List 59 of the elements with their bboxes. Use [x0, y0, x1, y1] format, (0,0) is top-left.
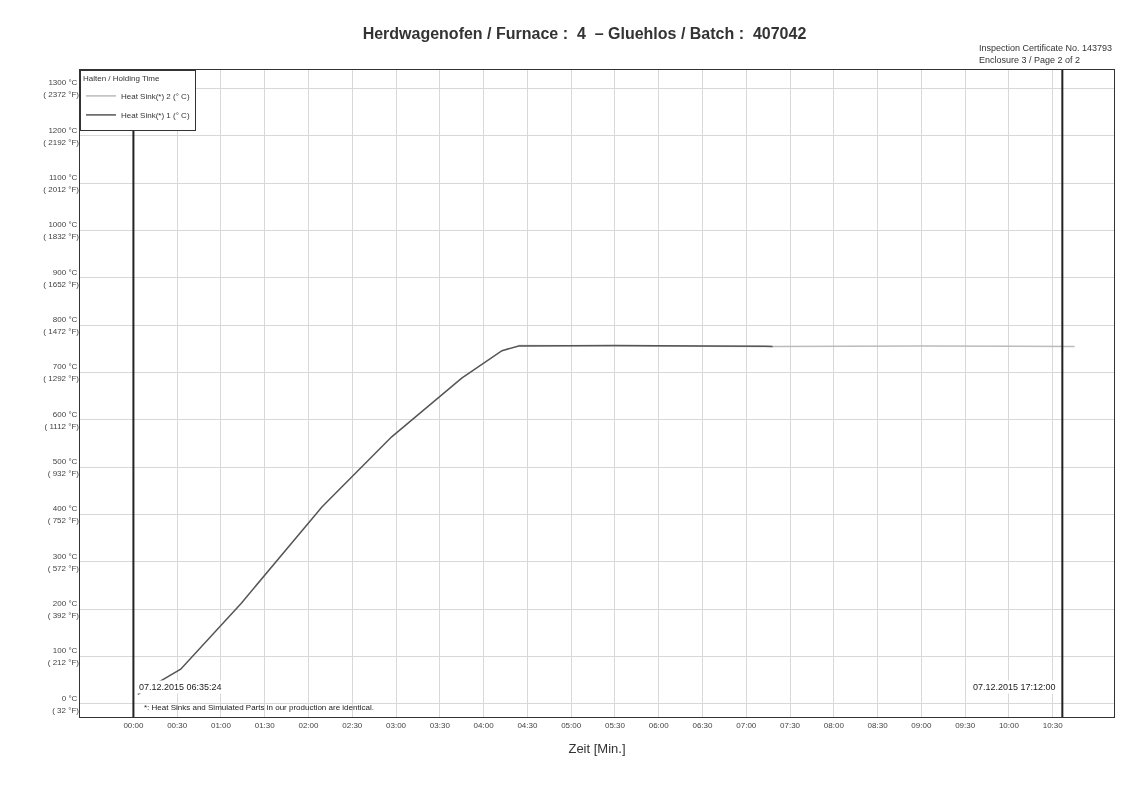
x-tick-label: 03:00: [386, 720, 407, 730]
y-tick-label: 400 °C: [52, 504, 78, 514]
x-tick-label: 03:30: [429, 720, 451, 730]
x-tick-label: 06:00: [648, 720, 670, 730]
y2-tick-label: ( 932 °F): [47, 468, 80, 478]
y2-tick-label: ( 212 °F): [47, 658, 80, 668]
annotation: 07.12.2015 06:35:24: [139, 682, 222, 692]
x-tick-label: 04:30: [517, 720, 538, 730]
x-tick-label: 05:00: [561, 720, 582, 730]
y2-tick-label: ( 1832 °F): [43, 232, 80, 242]
legend-label: Heat Sink(*) 1 (° C): [121, 111, 190, 121]
y-tick-label: 1100 °C: [48, 172, 78, 182]
x-tick-label: 01:30: [254, 720, 276, 730]
x-tick-label: 10:00: [998, 720, 1020, 730]
y-tick-label: 1300 °C: [48, 78, 78, 88]
x-tick-label: 08:00: [823, 720, 845, 730]
legend-title: Halten / Holding Time: [83, 74, 161, 84]
y-tick-label: 1200 °C: [48, 125, 78, 135]
x-tick-label: 09:00: [911, 720, 932, 730]
x-tick-label: 07:30: [780, 720, 801, 730]
x-tick-label: 01:00: [210, 720, 232, 730]
x-tick-label: 00:30: [167, 720, 188, 730]
y-tick-label: 500 °C: [52, 456, 78, 466]
x-tick-label: 10:30: [1042, 720, 1064, 730]
y2-tick-label: ( 752 °F): [47, 516, 80, 526]
y-tick-label: 800 °C: [52, 314, 78, 324]
x-tick-label: 05:30: [604, 720, 626, 730]
text: Inspection Certificate No. 143793 Enclosure 3 / Page 2 of 2: [979, 43, 1113, 65]
y2-tick-label: ( 1472 °F): [43, 326, 80, 336]
y2-tick-label: ( 2372 °F): [43, 90, 80, 100]
y-tick-label: 600 °C: [52, 409, 78, 419]
x-tick-label: 04:00: [473, 720, 495, 730]
y2-tick-label: ( 32 °F): [52, 705, 80, 715]
annotation: 07.12.2015 17:12:00: [973, 682, 1056, 692]
y-tick-label: 1000 °C: [48, 220, 78, 230]
legend-label: Heat Sink(*) 2 (° C): [121, 92, 190, 102]
y2-tick-label: ( 392 °F): [47, 610, 80, 620]
y-tick-label: 300 °C: [52, 551, 78, 561]
y-tick-label: 100 °C: [52, 646, 78, 656]
y-tick-label: 700 °C: [52, 362, 78, 372]
y2-tick-label: ( 2012 °F): [43, 184, 80, 194]
x-tick-label: 07:00: [736, 720, 757, 730]
x-axis-title: Zeit [Min.]: [568, 741, 626, 757]
y-tick-label: 200 °C: [52, 598, 78, 608]
y2-tick-label: ( 1652 °F): [43, 279, 80, 289]
x-tick-label: 08:30: [867, 720, 889, 730]
x-tick-label: 00:00: [123, 720, 144, 730]
y2-tick-label: ( 1112 °F): [44, 421, 80, 431]
y2-tick-label: ( 2192 °F): [43, 137, 80, 147]
y2-tick-label: ( 1292 °F): [43, 374, 80, 384]
x-tick-label: 02:00: [298, 720, 320, 730]
y-tick-label: 0 °C: [61, 693, 78, 703]
annotation: *: Heat Sinks and Simulated Parts in our production are identical.: [144, 703, 374, 712]
y-tick-label: 900 °C: [52, 267, 78, 277]
x-tick-label: 02:30: [342, 720, 363, 730]
y2-tick-label: ( 572 °F): [47, 563, 80, 573]
x-tick-label: 09:30: [955, 720, 976, 730]
chart-title: Herdwagenofen / Furnace : 4 – Gluehlos / Batch : 407042: [362, 24, 807, 42]
x-tick-label: 06:30: [692, 720, 714, 730]
